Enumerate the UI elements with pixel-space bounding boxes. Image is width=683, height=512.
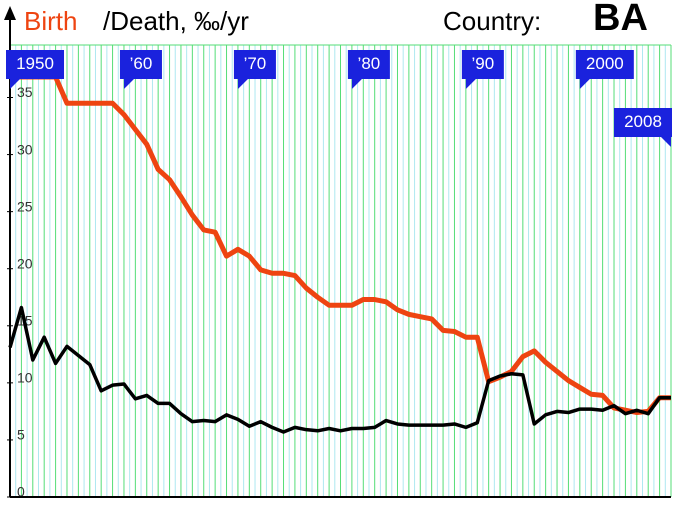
year-flag: ’80 [347, 50, 390, 89]
year-flag: 1950 [6, 50, 64, 89]
series-line [8, 305, 671, 434]
x-tick-label: 1950 [16, 54, 54, 73]
year-flag-box [347, 50, 390, 79]
y-tick-label: 25 [17, 198, 33, 214]
chart-title: /Death, ‰/yr [103, 6, 249, 36]
year-flag-pointer [123, 79, 134, 89]
year-flag-box [461, 50, 504, 79]
year-flag-pointer [579, 79, 590, 89]
year-flag-box [233, 50, 276, 79]
y-tick-label: 5 [17, 427, 25, 443]
series-line [10, 74, 671, 416]
year-flag: ’70 [233, 50, 276, 89]
year-flag-pointer [465, 79, 476, 89]
x-tick-label: 2008 [624, 112, 662, 131]
x-tick-label: ’70 [244, 54, 267, 73]
year-flag-box [6, 50, 64, 79]
x-tick-label: ’90 [472, 54, 495, 73]
year-flag-pointer [237, 79, 248, 89]
year-flag-pointer [661, 137, 671, 147]
y-tick-label: 0 [17, 484, 25, 500]
legend-birth: Birth [24, 6, 77, 36]
year-flag-box [119, 50, 162, 79]
y-tick-label: 30 [17, 141, 33, 157]
y-axis-arrow [4, 6, 16, 20]
year-flag-pointer [351, 79, 362, 89]
year-flag-pointer [10, 79, 20, 89]
y-tick-label: 20 [17, 255, 33, 271]
x-tick-label: ’80 [358, 54, 381, 73]
year-flag: 2008 [614, 108, 672, 147]
x-tick-label: ’60 [130, 54, 153, 73]
year-flag-box [614, 108, 672, 137]
year-flag: 2000 [575, 50, 634, 89]
year-flag-box [575, 50, 634, 79]
y-tick-label: 10 [17, 370, 33, 386]
year-flag: ’60 [119, 50, 162, 89]
x-tick-label: 2000 [586, 54, 624, 73]
country-code: BA [593, 0, 648, 39]
country-label: Country: [443, 6, 541, 36]
y-tick-label: 35 [17, 84, 33, 100]
year-flag: ’90 [461, 50, 504, 89]
